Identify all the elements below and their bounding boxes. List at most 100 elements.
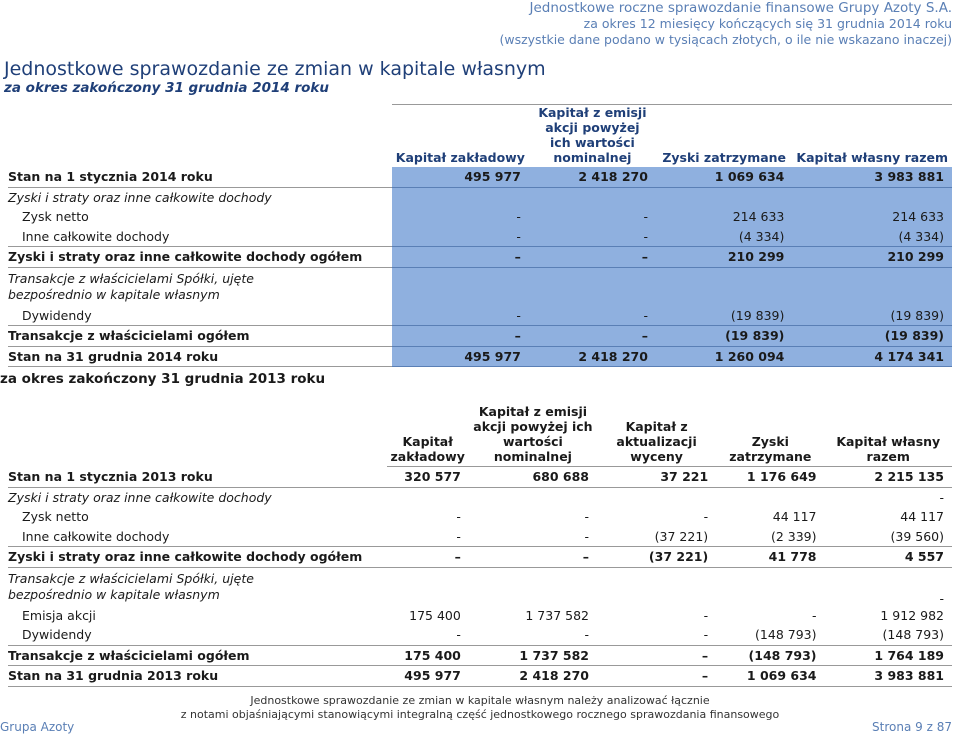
cell: – bbox=[386, 546, 469, 568]
row-label: Zyski i straty oraz inne całkowite docho… bbox=[8, 546, 387, 568]
cell: 2 418 270 bbox=[528, 167, 656, 188]
row-label: Zysk netto bbox=[22, 209, 89, 225]
cell: 3 983 881 bbox=[792, 167, 952, 188]
table-row: Dywidendy - - (19 839) (19 839) bbox=[8, 305, 952, 326]
footer-line-1: Jednostkowe sprawozdanie ze zmian w kapi… bbox=[250, 694, 710, 707]
table-header-row: Kapitał zakładowy Kapitał z emisji akcji… bbox=[8, 396, 952, 467]
cell: 1 069 634 bbox=[655, 167, 793, 188]
row-label: Dywidendy bbox=[8, 625, 387, 646]
cell: - bbox=[939, 489, 944, 505]
cell bbox=[528, 187, 656, 207]
cell: (4 334) bbox=[655, 226, 793, 247]
footer-note: Jednostkowe sprawozdanie ze zmian w kapi… bbox=[0, 694, 960, 722]
cell: 1 069 634 bbox=[716, 665, 825, 687]
cell: (19 839) bbox=[792, 305, 952, 326]
cell: (19 839) bbox=[655, 325, 793, 347]
footer-line-2: z notami objaśniającymi stanowiącymi int… bbox=[180, 708, 780, 721]
cell: 1 260 094 bbox=[655, 346, 793, 367]
cell: - bbox=[528, 305, 656, 326]
header-line-3: (wszystkie dane podano w tysiącach złoty… bbox=[499, 32, 952, 47]
cell: - bbox=[939, 590, 944, 606]
cell bbox=[387, 487, 469, 507]
row-label: Inne całkowite dochody bbox=[8, 226, 392, 247]
cell: 1 737 582 bbox=[525, 607, 589, 623]
table-row: Stan na 1 stycznia 2013 roku 320 577 680… bbox=[8, 466, 952, 488]
cell: 1 764 189 bbox=[824, 645, 952, 666]
cell: 4 174 341 bbox=[792, 346, 952, 367]
cell: 210 299 bbox=[792, 246, 952, 268]
cell bbox=[716, 487, 824, 507]
cell: - bbox=[528, 207, 656, 227]
cell: – bbox=[391, 325, 529, 347]
row-label: Transakcje z właścicielami Spółki, ujęte… bbox=[8, 570, 254, 602]
header-line-1: Jednostkowe roczne sprawozdanie finansow… bbox=[529, 0, 952, 16]
cell: 44 117 bbox=[772, 509, 817, 525]
table-row: Inne całkowite dochody - - (4 334) (4 33… bbox=[8, 226, 952, 247]
cell: - bbox=[456, 509, 461, 525]
table-row: Transakcje z właścicielami ogółem 175 40… bbox=[8, 645, 952, 666]
cell: (19 839) bbox=[792, 325, 952, 347]
cell: - bbox=[468, 526, 597, 547]
cell bbox=[391, 187, 529, 207]
cell: 4 557 bbox=[824, 546, 952, 568]
cell: 41 778 bbox=[716, 546, 825, 568]
footer-company: Grupa Azoty bbox=[0, 720, 75, 734]
section-title-2013: za okres zakończony 31 grudnia 2013 roku bbox=[0, 371, 326, 387]
col-header: Kapitał z aktualizacji wyceny bbox=[597, 396, 717, 467]
cell: - bbox=[703, 509, 709, 525]
table-row: Inne całkowite dochody - - (37 221) (2 3… bbox=[8, 526, 952, 547]
cell: - bbox=[811, 607, 817, 623]
col-header: Kapitał z emisji akcji powyżej ich warto… bbox=[468, 396, 597, 467]
cell: - bbox=[597, 625, 717, 646]
table-row: Stan na 1 stycznia 2014 roku 495 977 2 4… bbox=[8, 167, 952, 188]
col-header: Kapitał z emisji akcji powyżej ich warto… bbox=[528, 104, 656, 167]
cell: 44 117 bbox=[900, 509, 944, 525]
cell: – bbox=[528, 325, 656, 347]
table-row: Zyski i straty oraz inne całkowite docho… bbox=[8, 546, 952, 568]
cell: 37 221 bbox=[597, 466, 717, 488]
cell: (148 793) bbox=[716, 625, 825, 646]
cell bbox=[391, 267, 529, 306]
cell bbox=[597, 487, 716, 507]
row-label: Transakcje z właścicielami ogółem bbox=[8, 645, 387, 666]
row-label: Stan na 1 stycznia 2014 roku bbox=[8, 167, 392, 188]
cell: 1 176 649 bbox=[716, 466, 825, 488]
cell: 495 977 bbox=[391, 167, 529, 188]
cell bbox=[655, 187, 793, 207]
cell: (19 839) bbox=[655, 305, 793, 326]
cell: – bbox=[597, 665, 717, 687]
cell: (37 221) bbox=[597, 546, 717, 568]
cell: - bbox=[391, 207, 529, 227]
cell: – bbox=[391, 246, 529, 268]
cell: 210 299 bbox=[655, 246, 793, 268]
table-row: Transakcje z właścicielami Spółki, ujęte… bbox=[8, 567, 952, 606]
cell: (148 793) bbox=[716, 645, 825, 666]
row-label: Stan na 1 stycznia 2013 roku bbox=[8, 466, 387, 488]
cell bbox=[469, 567, 597, 606]
col-header: Kapitał zakładowy bbox=[386, 396, 469, 467]
cell: 1 912 982 bbox=[880, 607, 944, 623]
cell: - bbox=[703, 607, 709, 623]
row-label: Stan na 31 grudnia 2013 roku bbox=[8, 665, 387, 687]
row-label: Zyski i straty oraz inne całkowite docho… bbox=[8, 246, 392, 268]
row-label: Dywidendy bbox=[8, 305, 392, 326]
cell: 1 737 582 bbox=[468, 645, 597, 666]
table-row: Dywidendy - - - (148 793) (148 793) bbox=[8, 625, 952, 646]
table-row: Zyski i straty oraz inne całkowite docho… bbox=[8, 487, 952, 507]
cell bbox=[792, 187, 952, 207]
cell: - bbox=[386, 625, 469, 646]
table-row: Stan na 31 grudnia 2014 roku 495 977 2 4… bbox=[8, 346, 952, 367]
col-header: Kapitał własny razem bbox=[792, 104, 952, 167]
col-header: Zyski zatrzymane bbox=[716, 396, 825, 467]
cell bbox=[469, 487, 597, 507]
table-row: Zysk netto - - 214 633 214 633 bbox=[8, 207, 952, 227]
row-label: Inne całkowite dochody bbox=[8, 526, 387, 547]
cell: - bbox=[386, 526, 469, 547]
cell bbox=[387, 567, 469, 606]
row-label: Zyski i straty oraz inne całkowite docho… bbox=[8, 189, 272, 205]
header-line-2: za okres 12 miesięcy kończących się 31 g… bbox=[583, 16, 952, 31]
cell: – bbox=[528, 246, 656, 268]
table-row: Zyski i straty oraz inne całkowite docho… bbox=[8, 246, 952, 268]
cell: 680 688 bbox=[468, 466, 597, 488]
page-title: Jednostkowe sprawozdanie ze zmian w kapi… bbox=[4, 58, 546, 80]
